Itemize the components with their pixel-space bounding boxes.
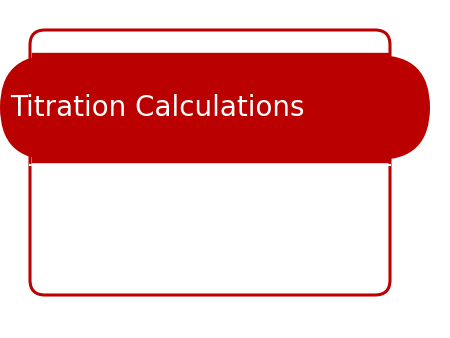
FancyBboxPatch shape bbox=[30, 30, 390, 295]
Text: Titration Calculations: Titration Calculations bbox=[10, 94, 305, 121]
FancyBboxPatch shape bbox=[0, 55, 430, 160]
